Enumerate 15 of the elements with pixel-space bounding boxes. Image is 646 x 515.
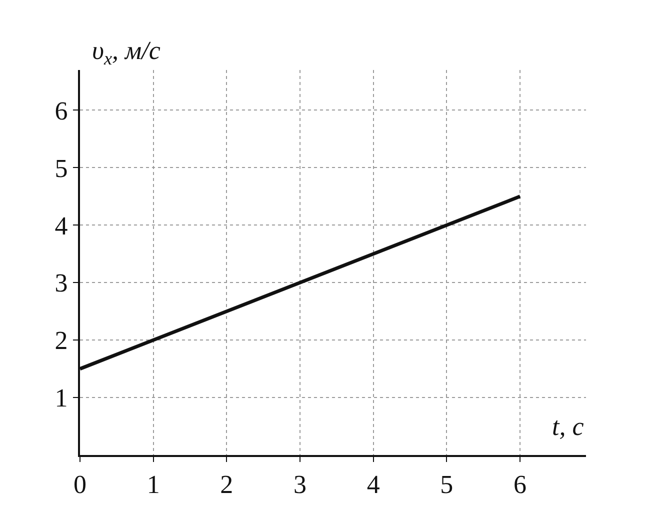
x-axis-title: t, с <box>552 412 584 441</box>
y-tick-label: 4 <box>54 211 68 240</box>
y-tick-label: 3 <box>54 268 68 298</box>
x-tick-label: 2 <box>220 470 234 500</box>
x-tick-label: 1 <box>146 470 160 500</box>
x-tick-label: 0 <box>74 470 86 500</box>
y-tick-label: 1 <box>54 384 68 413</box>
x-tick-label: 4 <box>366 470 380 500</box>
y-tick-label: 2 <box>54 326 68 356</box>
x-tick-label: 5 <box>440 470 454 500</box>
x-tick-label: 6 <box>514 470 526 500</box>
x-tick-label: 3 <box>294 470 306 500</box>
y-tick-label: 5 <box>54 154 68 183</box>
y-axis-title: υ$_{x}$, м/с <box>92 36 161 68</box>
y-tick-label: 6 <box>54 96 68 126</box>
